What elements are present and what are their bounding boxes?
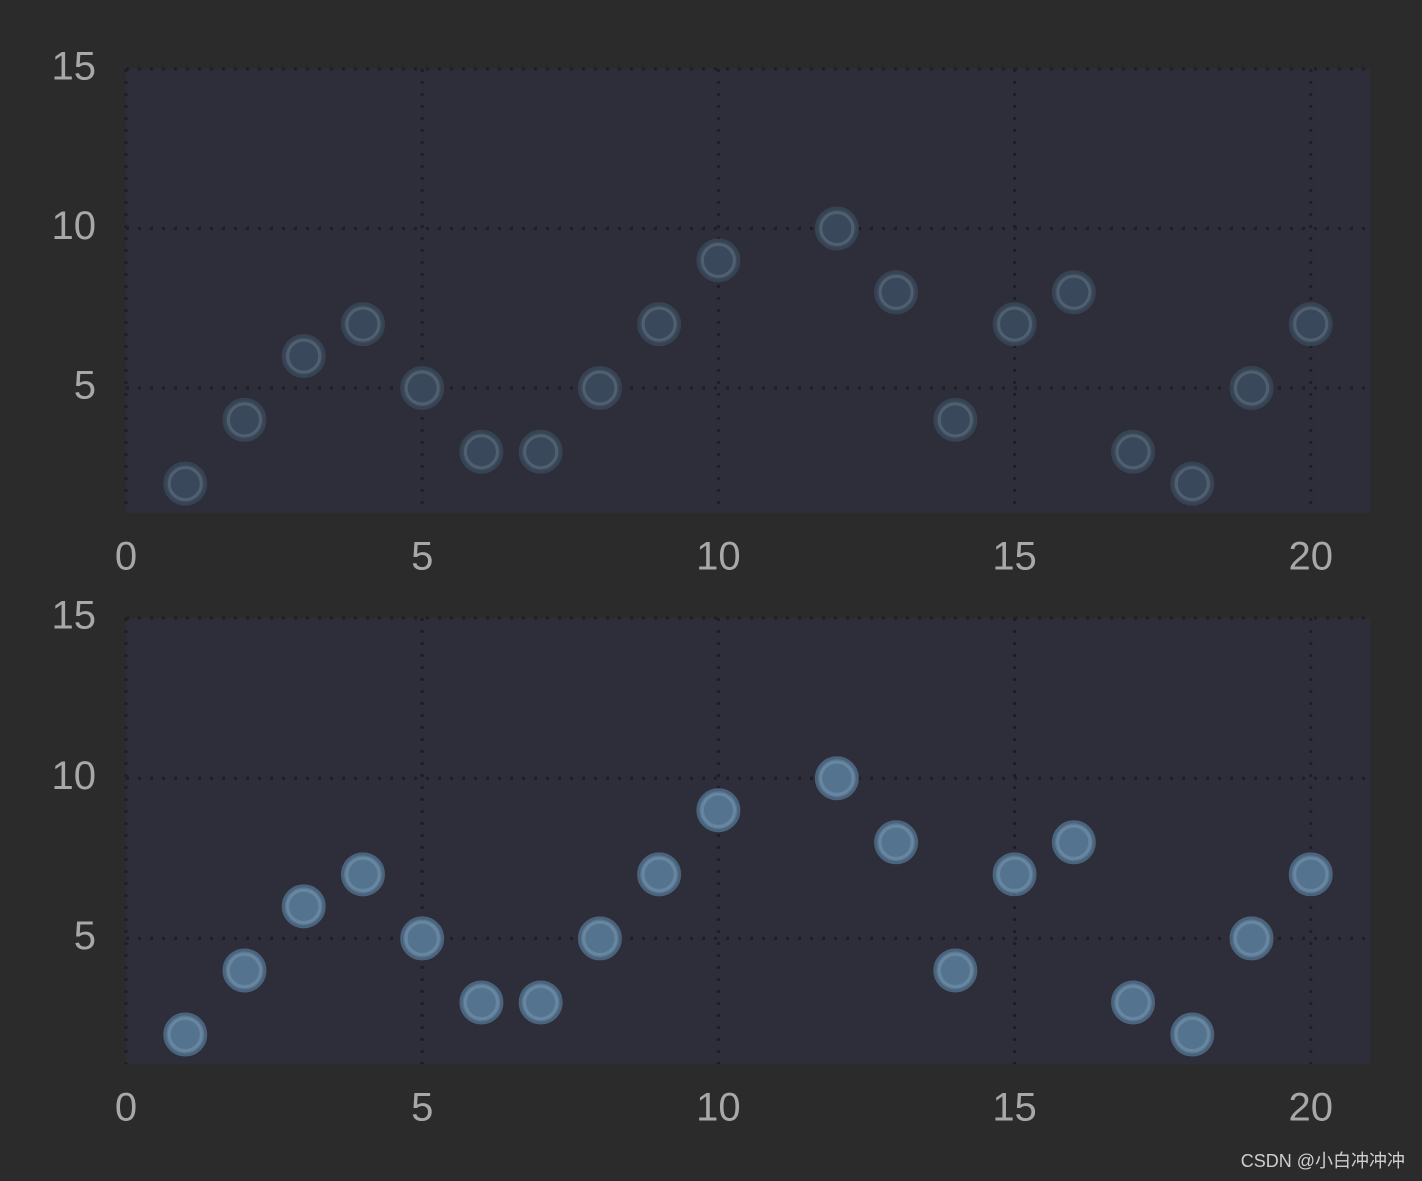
point bbox=[400, 916, 445, 961]
point-inner bbox=[167, 466, 203, 502]
point-inner bbox=[523, 434, 559, 470]
point-inner bbox=[997, 306, 1033, 342]
point-inner bbox=[819, 760, 855, 796]
point bbox=[933, 397, 978, 442]
point-inner bbox=[404, 920, 440, 956]
point bbox=[518, 429, 563, 474]
point bbox=[696, 788, 741, 833]
point-inner bbox=[286, 338, 322, 374]
point bbox=[814, 756, 859, 801]
point-inner bbox=[226, 402, 262, 438]
x-tick-label: 15 bbox=[992, 1086, 1037, 1130]
point bbox=[1051, 270, 1096, 315]
point bbox=[1051, 820, 1096, 865]
point bbox=[281, 884, 326, 929]
plot-area bbox=[126, 618, 1370, 1064]
point-inner bbox=[1174, 466, 1210, 502]
point bbox=[340, 302, 385, 347]
point-inner bbox=[700, 242, 736, 278]
point-inner bbox=[878, 824, 914, 860]
point-inner bbox=[1115, 434, 1151, 470]
point bbox=[992, 302, 1037, 347]
point-inner bbox=[463, 984, 499, 1020]
point bbox=[459, 980, 504, 1025]
point bbox=[874, 270, 919, 315]
point-inner bbox=[523, 984, 559, 1020]
y-tick-label: 15 bbox=[52, 45, 97, 89]
point-inner bbox=[1234, 370, 1270, 406]
point-inner bbox=[1293, 856, 1329, 892]
point-inner bbox=[878, 274, 914, 310]
point-inner bbox=[226, 952, 262, 988]
point bbox=[163, 461, 208, 506]
point-inner bbox=[1056, 274, 1092, 310]
point-inner bbox=[582, 920, 618, 956]
x-tick-label: 15 bbox=[992, 535, 1037, 579]
y-tick-label: 15 bbox=[52, 594, 97, 638]
x-tick-label: 20 bbox=[1289, 535, 1334, 579]
point-inner bbox=[463, 434, 499, 470]
point-inner bbox=[286, 888, 322, 924]
point bbox=[340, 852, 385, 897]
point bbox=[637, 302, 682, 347]
watermark: CSDN @小白冲冲冲 bbox=[1241, 1151, 1405, 1171]
point bbox=[696, 238, 741, 283]
point-inner bbox=[641, 856, 677, 892]
x-tick-label: 20 bbox=[1289, 1086, 1334, 1130]
point bbox=[933, 948, 978, 993]
point-inner bbox=[404, 370, 440, 406]
point bbox=[577, 365, 622, 410]
point bbox=[163, 1012, 208, 1057]
point-inner bbox=[345, 856, 381, 892]
point-inner bbox=[700, 792, 736, 828]
point bbox=[1229, 365, 1274, 410]
point bbox=[1288, 852, 1333, 897]
point-inner bbox=[937, 402, 973, 438]
point bbox=[1111, 980, 1156, 1025]
point-inner bbox=[345, 306, 381, 342]
point bbox=[1288, 302, 1333, 347]
point-inner bbox=[1115, 984, 1151, 1020]
point bbox=[222, 948, 267, 993]
y-tick-label: 5 bbox=[74, 914, 96, 958]
point bbox=[281, 334, 326, 379]
point bbox=[637, 852, 682, 897]
y-tick-label: 10 bbox=[52, 204, 97, 248]
point-inner bbox=[582, 370, 618, 406]
y-tick-label: 10 bbox=[52, 754, 97, 798]
x-tick-label: 0 bbox=[115, 1086, 137, 1130]
point bbox=[222, 397, 267, 442]
point-inner bbox=[1056, 824, 1092, 860]
point bbox=[1111, 429, 1156, 474]
point bbox=[1170, 1012, 1215, 1057]
y-tick-label: 5 bbox=[74, 364, 96, 408]
point-inner bbox=[1234, 920, 1270, 956]
point bbox=[1170, 461, 1215, 506]
x-tick-label: 5 bbox=[411, 1086, 433, 1130]
point bbox=[874, 820, 919, 865]
x-tick-label: 10 bbox=[696, 535, 741, 579]
point bbox=[1229, 916, 1274, 961]
point-inner bbox=[1293, 306, 1329, 342]
point-inner bbox=[997, 856, 1033, 892]
point-inner bbox=[641, 306, 677, 342]
x-tick-label: 0 bbox=[115, 535, 137, 579]
point-inner bbox=[937, 952, 973, 988]
point-inner bbox=[167, 1017, 203, 1053]
point bbox=[518, 980, 563, 1025]
point bbox=[577, 916, 622, 961]
x-tick-label: 5 bbox=[411, 535, 433, 579]
point bbox=[459, 429, 504, 474]
point bbox=[992, 852, 1037, 897]
point bbox=[814, 206, 859, 251]
point-inner bbox=[819, 210, 855, 246]
point bbox=[400, 365, 445, 410]
point-inner bbox=[1174, 1017, 1210, 1053]
plot-area bbox=[126, 69, 1370, 513]
x-tick-label: 10 bbox=[696, 1086, 741, 1130]
